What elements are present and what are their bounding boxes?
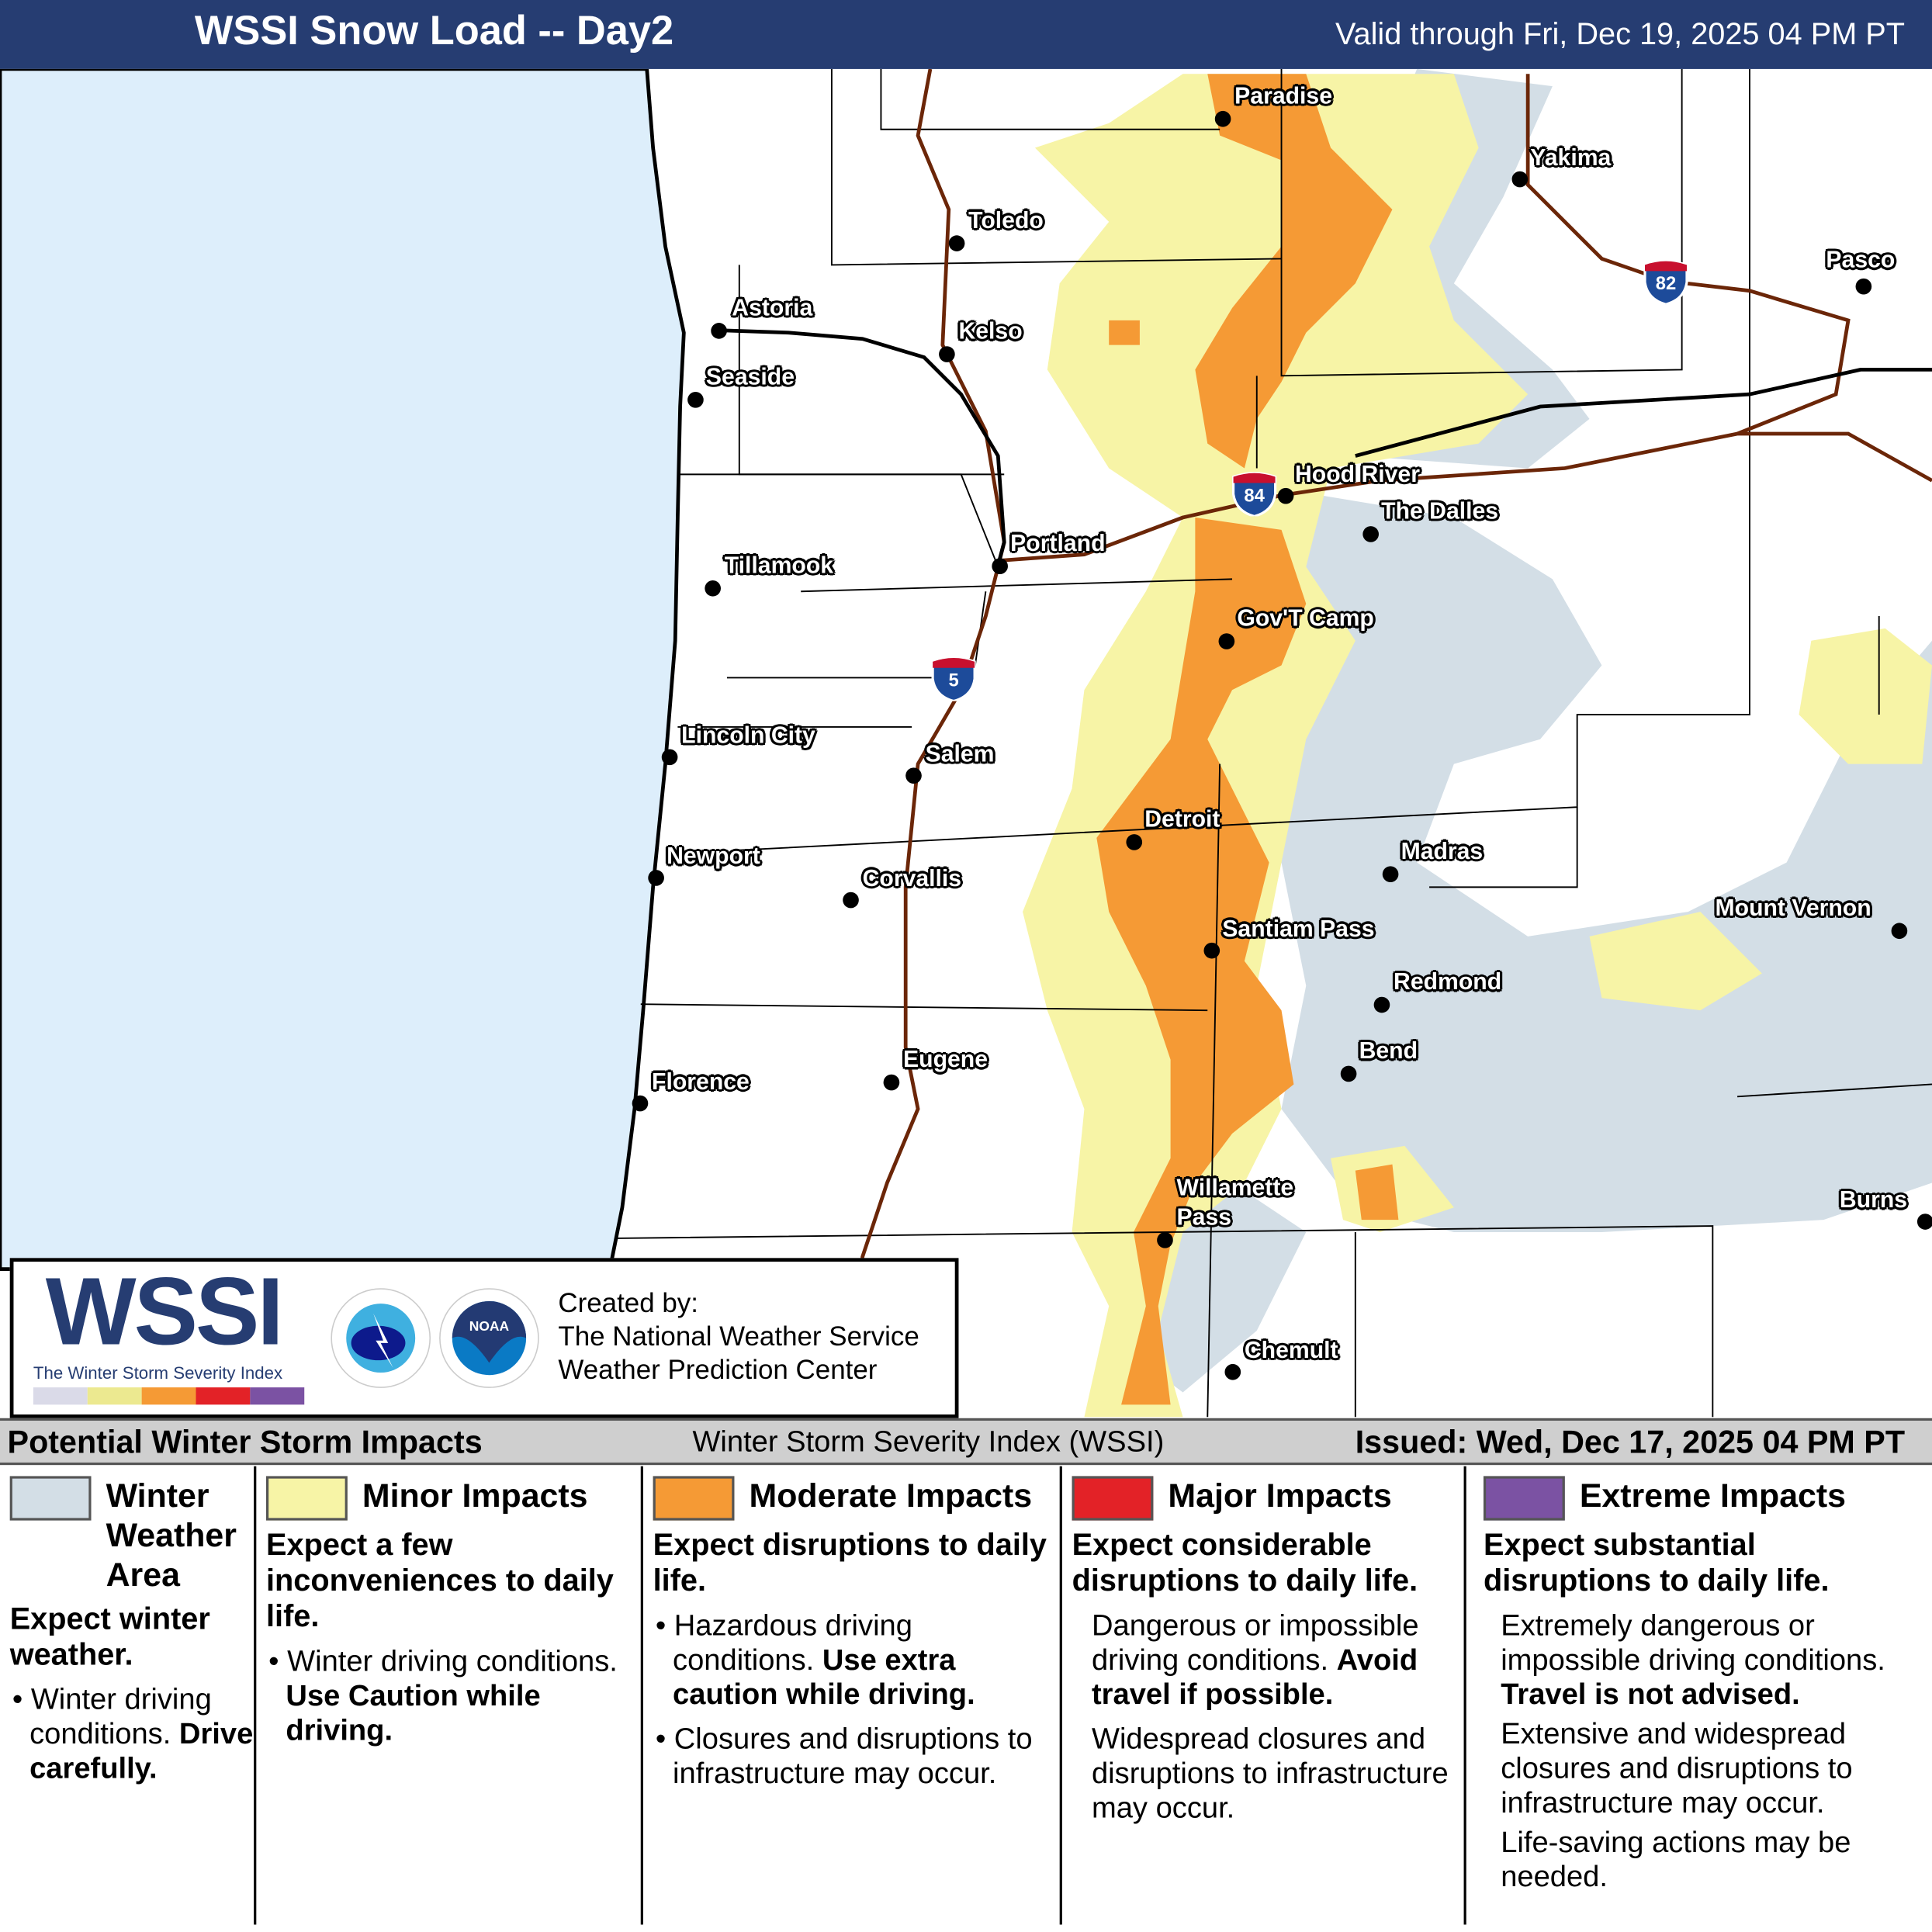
map <box>0 68 1932 1418</box>
city-label: Astoria <box>732 296 813 322</box>
city-dot <box>1891 923 1908 940</box>
city-label: Santiam Pass <box>1222 916 1375 943</box>
legend-header: Potential Winter Storm Impacts Winter St… <box>0 1418 1932 1466</box>
city-dot <box>687 391 704 408</box>
columbia-river <box>718 328 1932 562</box>
city-label: Detroit <box>1144 807 1220 833</box>
city-dot <box>1126 834 1143 850</box>
city-dot <box>1511 171 1529 188</box>
city-label: Chemult <box>1244 1338 1338 1364</box>
issued-time: Issued: Wed, Dec 17, 2025 04 PM PT <box>1355 1423 1906 1460</box>
city-dot <box>1277 487 1294 504</box>
boundaries <box>615 68 1932 1418</box>
city-label: Hood River <box>1294 462 1420 488</box>
valid-time: Valid through Fri, Dec 19, 2025 04 PM PT <box>1335 17 1906 52</box>
city-label: Mount Vernon <box>1715 895 1871 922</box>
city-dot <box>843 892 859 909</box>
city-label: Salem <box>925 741 995 768</box>
city-label: Toledo <box>968 208 1044 234</box>
city-dot <box>705 580 721 597</box>
city-label: Gov'T Camp <box>1237 606 1374 632</box>
city-label: Yakima <box>1530 145 1612 171</box>
city-label: Pasco <box>1826 248 1896 274</box>
city-dot <box>1203 942 1220 959</box>
interstate-82-shield-icon: 82 <box>1643 258 1689 306</box>
city-dot <box>948 235 965 251</box>
interstate-84-shield-icon: 84 <box>1231 469 1277 518</box>
title: WSSI Snow Load -- Day2 <box>194 7 674 54</box>
highway-i82 <box>1525 74 1851 436</box>
svg-text:NOAA: NOAA <box>469 1318 510 1334</box>
city-label: Burns <box>1839 1187 1908 1214</box>
interstate-5-shield-icon: 5 <box>930 654 977 703</box>
city-dot <box>1218 633 1235 649</box>
city-dot <box>1214 110 1231 127</box>
city-label: Florence <box>652 1069 750 1096</box>
city-dot <box>632 1095 649 1112</box>
city-label: The Dalles <box>1381 499 1499 525</box>
header: WSSI Snow Load -- Day2 Valid through Fri… <box>0 0 1932 69</box>
city-dot <box>1382 866 1399 883</box>
legend-winter-weather-area: Winter Weather Area Expect winter weathe… <box>9 1476 254 1786</box>
city-label: Eugene <box>903 1047 988 1074</box>
city-label: Willamette <box>1176 1175 1294 1202</box>
city-dot <box>661 749 678 766</box>
wssi-color-bar <box>33 1387 305 1405</box>
legend-minor: Minor Impacts Expect a few inconvenience… <box>266 1476 618 1747</box>
city-label: Bend <box>1359 1038 1418 1065</box>
noaa-logo-icon: NOAA <box>439 1288 539 1388</box>
credits: Created by: The National Weather Service… <box>558 1287 919 1385</box>
city-dot <box>1224 1363 1241 1380</box>
city-label: Pass <box>1176 1205 1232 1231</box>
city-dot <box>711 323 727 339</box>
city-label: Redmond <box>1394 969 1502 996</box>
city-dot <box>1157 1232 1173 1248</box>
city-dot <box>1855 278 1872 295</box>
city-dot <box>883 1074 900 1091</box>
city-dot <box>648 870 664 886</box>
city-label: Lincoln City <box>681 723 815 750</box>
city-label: Seaside <box>705 365 795 391</box>
legend-extreme: Extreme Impacts Expect substantial disru… <box>1483 1476 1885 1894</box>
logo-box: WSSI The Winter Storm Severity Index NOA… <box>9 1256 959 1418</box>
legend-moderate: Moderate Impacts Expect disruptions to d… <box>653 1476 1047 1791</box>
city-label: Portland <box>1010 531 1106 557</box>
city-dot <box>1916 1214 1932 1230</box>
wssi-subtitle: The Winter Storm Severity Index <box>33 1362 283 1383</box>
moderate-impacts-area <box>1096 74 1399 1405</box>
city-dot <box>939 346 955 362</box>
city-dot <box>992 558 1008 575</box>
city-label: Paradise <box>1234 83 1333 110</box>
wssi-logo: WSSI <box>45 1256 284 1366</box>
city-dot <box>1362 526 1379 542</box>
city-label: Madras <box>1401 839 1484 865</box>
city-label: Kelso <box>958 319 1023 345</box>
city-label: Corvallis <box>862 866 962 892</box>
legend-major: Major Impacts Expect considerable disrup… <box>1072 1476 1449 1825</box>
city-dot <box>1373 996 1390 1013</box>
city-label: Newport <box>667 843 760 871</box>
city-label: Tillamook <box>724 553 834 580</box>
city-dot <box>905 767 922 784</box>
ocean <box>0 68 686 1272</box>
highway-i84 <box>999 431 1932 563</box>
city-dot <box>1340 1065 1357 1082</box>
nws-logo-icon <box>331 1288 431 1388</box>
minor-impacts-area <box>1023 74 1932 1418</box>
